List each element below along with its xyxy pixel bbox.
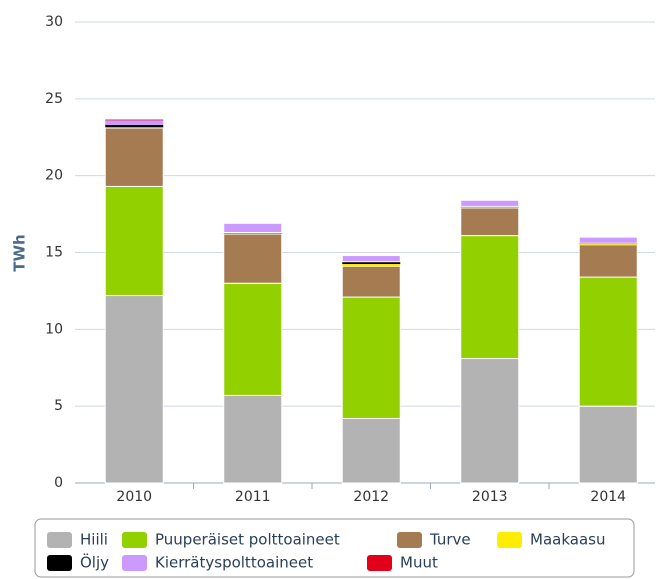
legend-label: Öljy	[80, 553, 109, 572]
y-tick-label: 20	[45, 168, 63, 184]
legend-swatch	[122, 532, 147, 548]
bar-segment	[104, 185, 164, 297]
y-tick-label: 30	[45, 14, 63, 30]
bar-segment	[341, 255, 401, 263]
legend-label: Maakaasu	[530, 531, 605, 549]
x-tick-label: 2010	[116, 489, 152, 505]
legend-label: Hiili	[80, 531, 108, 549]
bar-segment	[578, 276, 638, 407]
bar-segment	[460, 358, 520, 484]
bar-segment	[223, 233, 283, 284]
legend-swatch	[367, 555, 392, 571]
bar-segment	[105, 119, 164, 121]
bar-segment	[341, 417, 401, 484]
legend-label: Turve	[429, 531, 471, 549]
bar-segment	[223, 394, 283, 484]
y-tick-label: 25	[45, 91, 63, 107]
bar-segment	[105, 124, 164, 128]
legend-swatch	[397, 532, 422, 548]
y-axis-label: TWh	[11, 234, 29, 271]
bar-segment	[342, 261, 401, 265]
bar-segment	[223, 233, 282, 235]
x-tick-label: 2013	[472, 489, 508, 505]
legend-label: Muut	[400, 554, 438, 572]
legend-label: Puuperäiset polttoaineet	[155, 531, 340, 549]
legend-swatch	[47, 532, 72, 548]
bar-segment	[460, 199, 520, 207]
bar-segment	[460, 235, 520, 360]
y-tick-label: 0	[54, 475, 63, 491]
x-tick-label: 2011	[235, 489, 271, 505]
bar-segment	[105, 127, 164, 129]
bar-segment	[104, 295, 164, 484]
bar-segment	[341, 265, 401, 298]
legend-swatch	[497, 532, 522, 548]
bar-segment	[460, 207, 519, 208]
bar-segment	[341, 296, 401, 419]
bar-segment	[579, 244, 638, 245]
bar-segment	[342, 264, 401, 267]
bar-segment	[104, 127, 164, 187]
legend-swatch	[122, 555, 147, 571]
x-tick-label: 2014	[590, 489, 626, 505]
y-tick-label: 5	[54, 398, 63, 414]
x-tick-label: 2012	[353, 489, 389, 505]
y-tick-label: 15	[45, 245, 63, 261]
bar-segment	[460, 207, 520, 237]
legend-label: Kierrätyspolttoaineet	[155, 554, 313, 572]
legend-swatch	[47, 555, 72, 571]
y-tick-label: 10	[45, 321, 63, 337]
bar-segment	[223, 282, 283, 396]
bar-segment	[223, 222, 283, 234]
bar-segment	[578, 236, 638, 244]
legend-box	[34, 518, 635, 578]
bar-segment	[105, 120, 164, 125]
bar-segment	[578, 405, 638, 484]
bar-segment	[578, 244, 638, 278]
